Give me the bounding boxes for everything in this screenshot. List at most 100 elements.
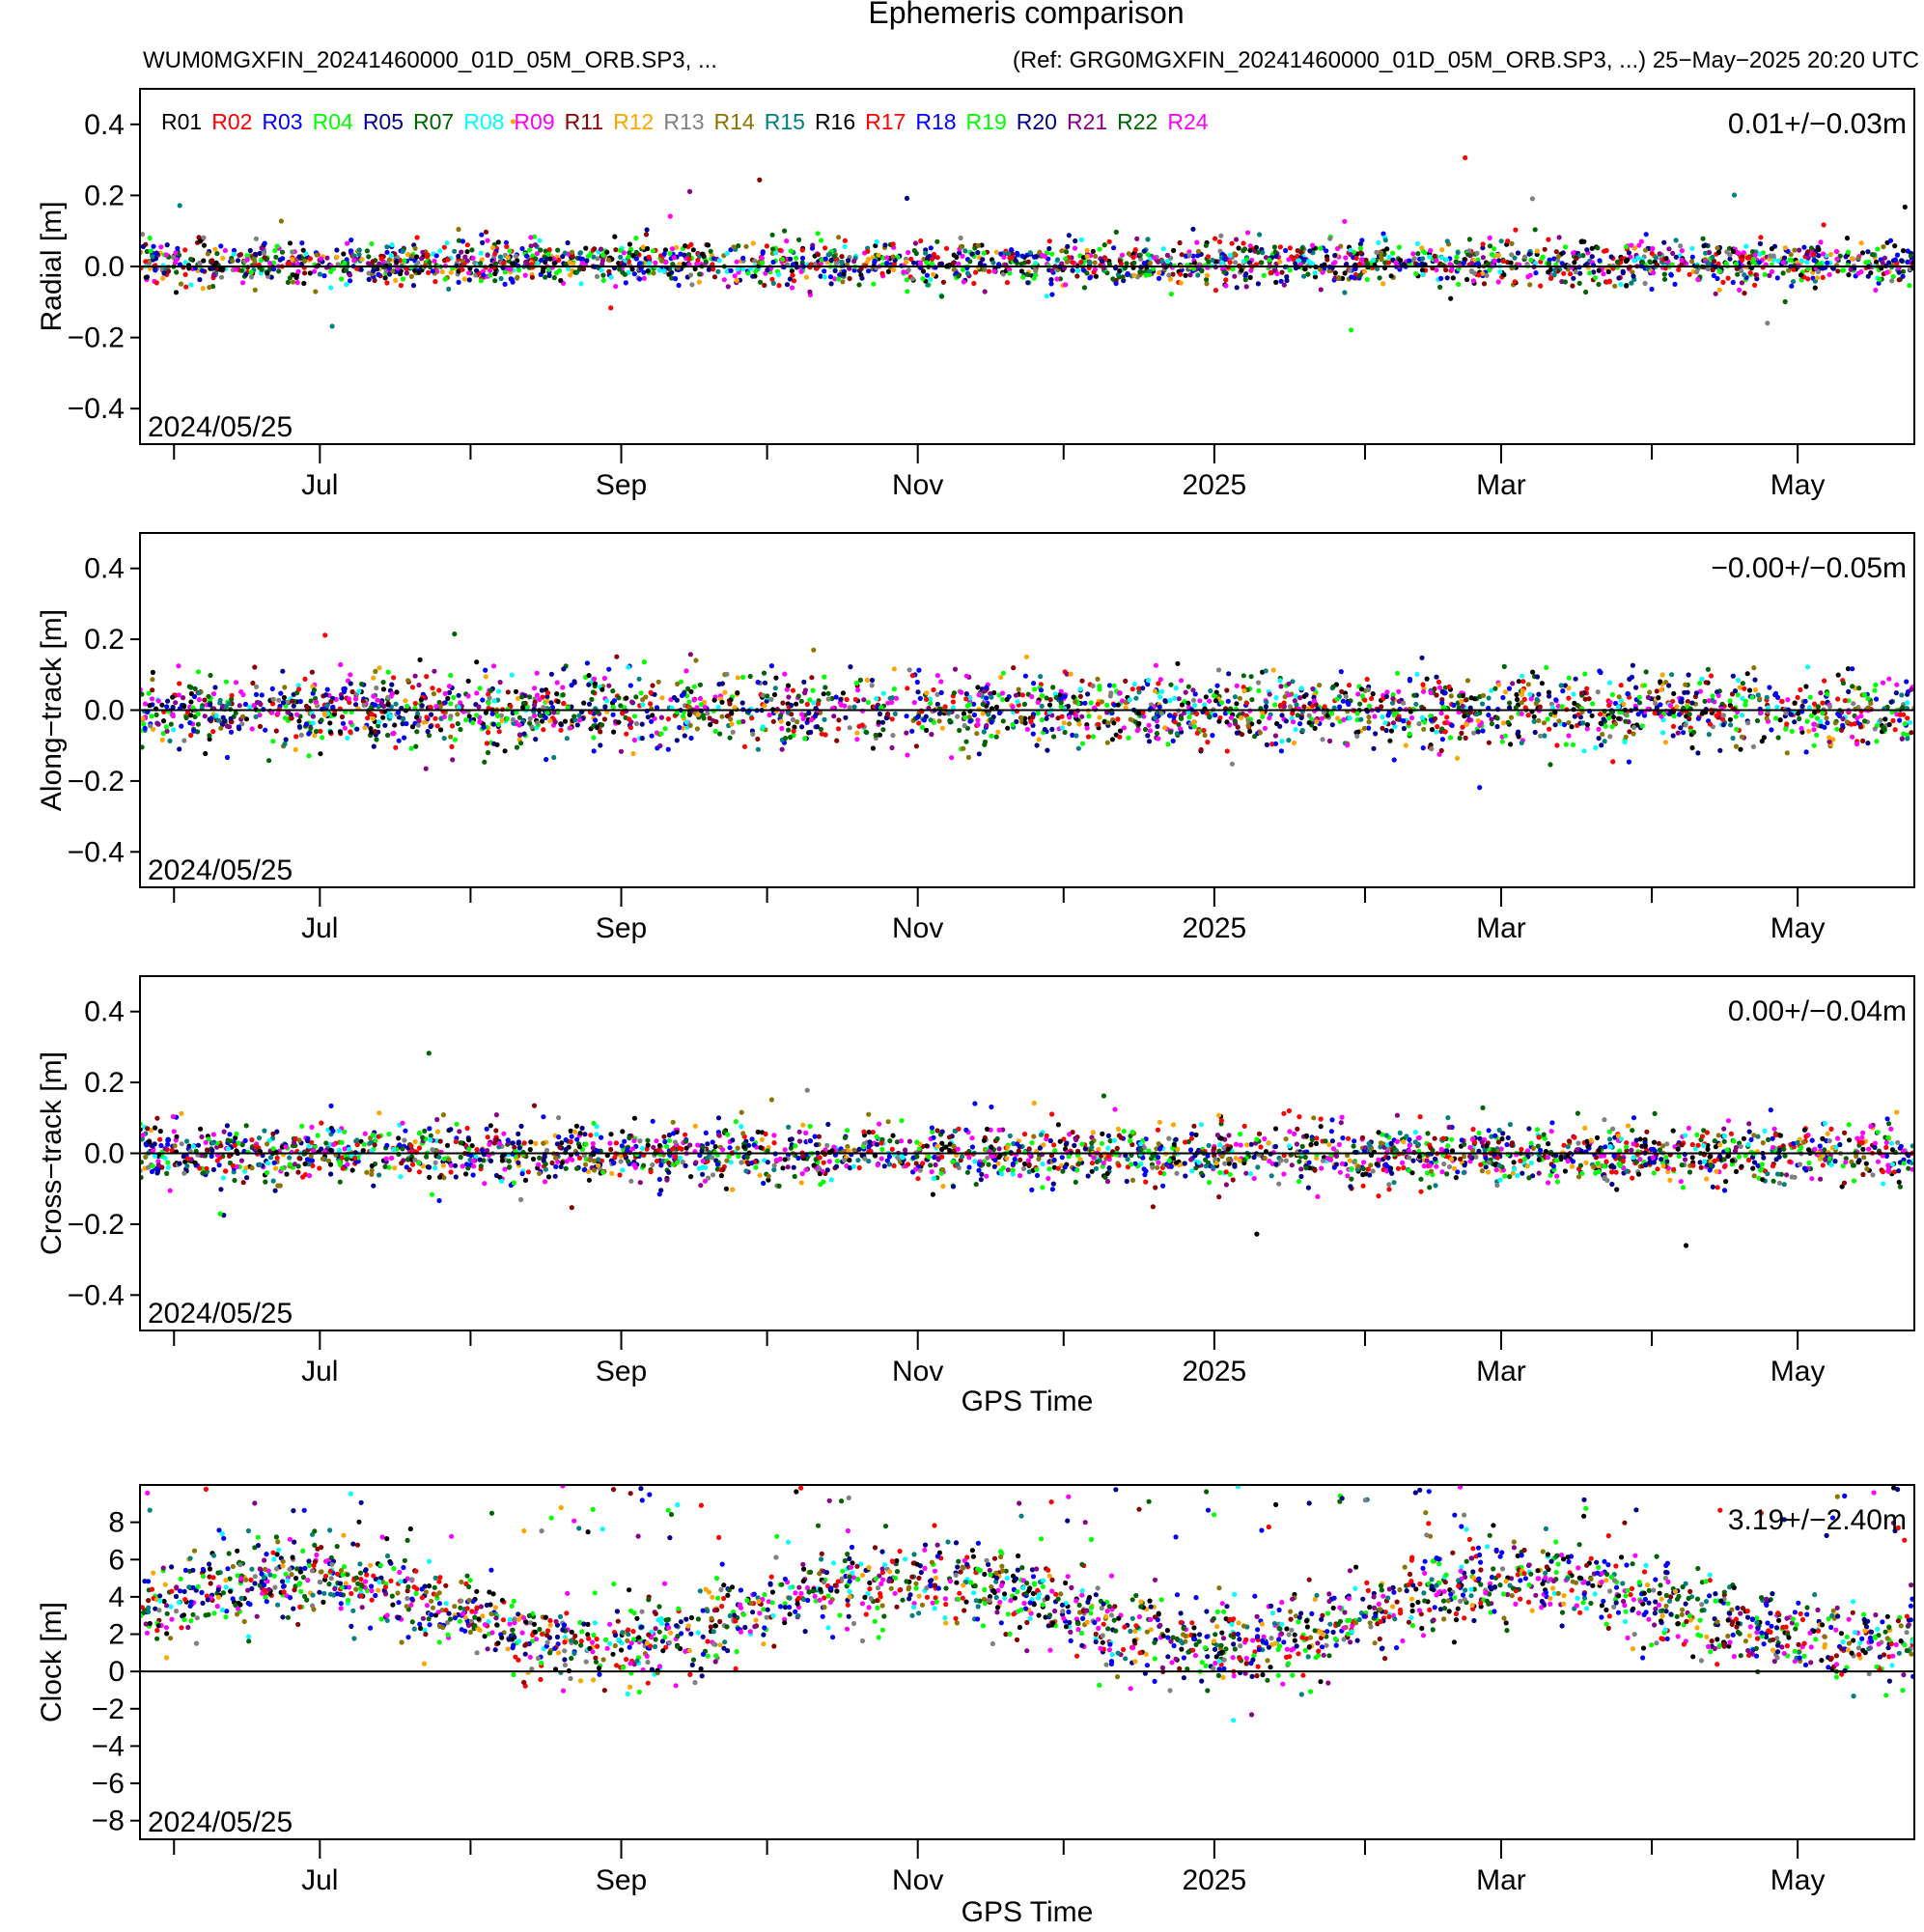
point-R15 xyxy=(1728,722,1734,728)
point-R19 xyxy=(1267,257,1272,263)
point-R07 xyxy=(590,689,597,695)
point-R24 xyxy=(1811,721,1817,727)
point-R20 xyxy=(560,254,566,260)
point-R03 xyxy=(623,280,628,286)
point-R01 xyxy=(1508,742,1514,747)
point-R04 xyxy=(451,694,457,701)
point-R12 xyxy=(1659,686,1664,692)
point-R09 xyxy=(1319,715,1324,721)
point-R12 xyxy=(212,246,218,252)
point-R02 xyxy=(464,242,470,248)
point-R07 xyxy=(1185,684,1191,689)
point-R03 xyxy=(297,698,303,705)
point-R07 xyxy=(1084,270,1090,276)
point-R03 xyxy=(341,686,347,692)
point-R19 xyxy=(1086,714,1092,719)
point-R07 xyxy=(543,248,548,254)
point-R09 xyxy=(702,704,708,710)
point-R11 xyxy=(302,270,308,276)
point-R15 xyxy=(1899,692,1905,698)
point-R18 xyxy=(593,717,599,723)
point-R17 xyxy=(1436,679,1442,686)
point-R05 xyxy=(572,679,577,685)
point-R21 xyxy=(1666,246,1672,252)
point-R02 xyxy=(986,268,992,274)
point-R07 xyxy=(913,250,919,257)
point-R22 xyxy=(319,717,324,723)
point-R16 xyxy=(686,712,693,717)
point-R12 xyxy=(1277,259,1283,265)
point-R19 xyxy=(760,260,766,266)
point-R09 xyxy=(1873,287,1879,294)
point-R15 xyxy=(1299,727,1305,734)
point-R05 xyxy=(706,266,711,272)
point-R11 xyxy=(809,675,815,681)
point-R24 xyxy=(1207,698,1213,704)
point-R18 xyxy=(502,281,508,287)
point-R16 xyxy=(502,748,508,754)
legend-entry-R24: R24 xyxy=(1167,109,1208,134)
point-R14 xyxy=(1647,689,1653,695)
point-R17 xyxy=(1602,248,1607,254)
point-R02 xyxy=(1480,241,1486,247)
point-R18 xyxy=(1689,254,1695,260)
point-R12 xyxy=(448,269,454,275)
point-R17 xyxy=(449,743,455,750)
point-R19 xyxy=(1716,268,1722,274)
point-R16 xyxy=(201,242,208,248)
point-R11 xyxy=(309,669,315,675)
point-R19 xyxy=(871,281,877,287)
point-R17 xyxy=(971,280,977,287)
point-R13 xyxy=(298,732,304,739)
point-R14 xyxy=(1868,700,1874,707)
point-R03 xyxy=(460,238,465,244)
point-R20 xyxy=(1141,248,1147,254)
point-R08 xyxy=(1273,695,1279,701)
point-R03 xyxy=(673,276,679,282)
point-R14 xyxy=(1555,254,1561,260)
point-R02 xyxy=(404,266,409,272)
x-tick-label: Nov xyxy=(892,469,943,501)
point-R22 xyxy=(144,248,150,255)
point-R08 xyxy=(1191,703,1198,709)
point-R07 xyxy=(1242,277,1248,283)
point-R07 xyxy=(1900,268,1906,274)
point-R07 xyxy=(736,243,741,249)
point-R22 xyxy=(174,269,180,275)
point-R08 xyxy=(1689,245,1695,251)
point-R09 xyxy=(1359,257,1365,263)
point-R14 xyxy=(252,259,258,265)
point-R15 xyxy=(167,738,173,744)
point-R18 xyxy=(1031,681,1037,686)
point-R01 xyxy=(1464,276,1470,283)
point-R02 xyxy=(496,729,502,735)
point-R18 xyxy=(263,727,268,733)
point-R24 xyxy=(1428,247,1434,254)
point-R05 xyxy=(1526,251,1532,257)
point-R18 xyxy=(1475,261,1481,266)
point-R01 xyxy=(690,247,696,253)
point-R01 xyxy=(877,732,883,738)
point-R02 xyxy=(1791,266,1797,272)
point-R05 xyxy=(1475,729,1481,735)
point-R16 xyxy=(1610,714,1616,720)
point-R05 xyxy=(1620,270,1626,276)
point-R09 xyxy=(1695,276,1701,282)
point-R16 xyxy=(159,702,165,708)
point-R05 xyxy=(371,268,376,274)
point-R18 xyxy=(1297,721,1303,727)
point-R21 xyxy=(686,188,693,194)
point-R19 xyxy=(1492,246,1497,252)
point-R21 xyxy=(432,668,437,674)
point-R15 xyxy=(282,741,288,747)
start-date-label: 2024/05/25 xyxy=(148,411,293,443)
point-R11 xyxy=(290,698,295,704)
point-R19 xyxy=(452,737,459,742)
point-R01 xyxy=(394,689,400,695)
point-R12 xyxy=(1123,705,1129,711)
point-R08 xyxy=(1771,257,1776,263)
point-R05 xyxy=(1631,273,1636,279)
point-R21 xyxy=(1281,282,1287,288)
point-R18 xyxy=(539,257,544,263)
point-R03 xyxy=(591,748,597,754)
